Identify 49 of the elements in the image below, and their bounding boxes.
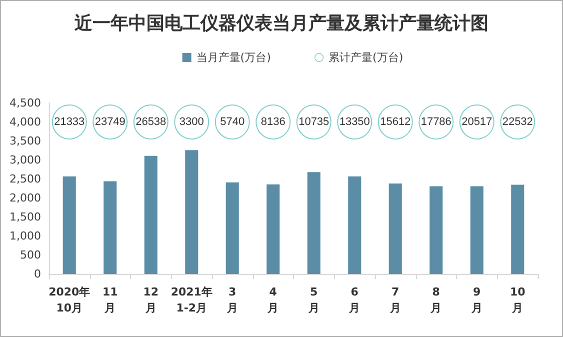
bar <box>185 150 198 274</box>
data-label: 20517 <box>462 116 492 128</box>
y-tick-label: 2,000 <box>10 192 41 204</box>
x-tick-label: 5 月 <box>307 286 320 314</box>
x-tick-label: 3 月 <box>226 286 238 314</box>
y-tick-label: 2,500 <box>10 172 41 186</box>
bar <box>144 156 158 274</box>
bar <box>266 184 280 274</box>
x-tick-label: 12 月 <box>143 286 159 314</box>
x-tick-label: 6 月 <box>348 286 360 314</box>
y-tick-label: 500 <box>20 248 41 262</box>
y-tick-label: 1,000 <box>10 230 41 242</box>
data-label: 17786 <box>420 116 452 128</box>
chart-title: 近一年中国电工仪器仪表当月产量及累计产量统计图 <box>74 13 488 33</box>
data-label: 26538 <box>136 116 166 128</box>
bar <box>348 176 362 274</box>
bar <box>307 172 320 274</box>
data-label: 15612 <box>380 116 411 128</box>
bar <box>104 181 117 274</box>
x-tick-label: 11 月 <box>102 286 118 314</box>
data-label: 22532 <box>502 116 533 128</box>
data-label: 10735 <box>298 116 330 128</box>
x-tick-label: 4 月 <box>266 286 279 314</box>
legend-label: 累计产量(万台) <box>328 51 404 64</box>
data-label: 13350 <box>339 116 370 128</box>
data-label: 5740 <box>220 116 245 128</box>
data-label: 3300 <box>179 116 204 128</box>
x-tick-label: 2020年 10月 <box>48 286 90 314</box>
x-tick-label: 10 月 <box>510 286 526 314</box>
y-tick-label: 4,500 <box>10 96 41 110</box>
data-label: 8136 <box>260 116 286 128</box>
bar <box>430 186 443 274</box>
y-tick-label: 4,000 <box>10 116 41 128</box>
data-label: 21333 <box>54 116 85 128</box>
y-tick-label: 3,500 <box>10 134 41 148</box>
y-tick-label: 1,500 <box>10 210 41 224</box>
data-label: 23749 <box>94 116 126 128</box>
bar <box>511 184 524 274</box>
x-tick-label: 9 月 <box>470 286 482 314</box>
x-tick-label: 2021年 1-2月 <box>170 286 212 314</box>
x-tick-label: 8 月 <box>430 286 442 314</box>
legend-label: 当月产量(万台) <box>196 51 271 64</box>
x-tick-label: 7 月 <box>388 286 401 314</box>
y-tick-label: 3,000 <box>10 154 41 166</box>
y-tick-label: 0 <box>34 268 41 280</box>
bar <box>388 184 402 274</box>
bar <box>470 186 484 274</box>
bar <box>226 182 239 274</box>
bar <box>62 176 76 274</box>
